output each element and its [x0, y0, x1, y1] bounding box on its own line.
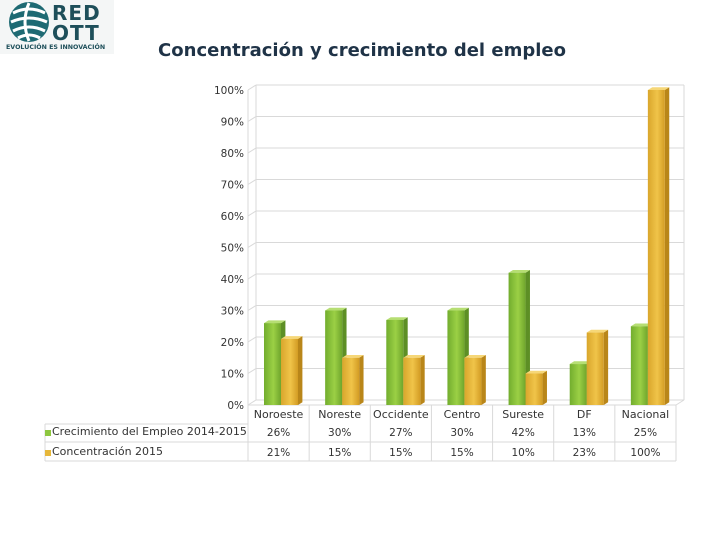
legend-key-crecimiento	[45, 430, 51, 436]
bar-top-crecimiento	[508, 269, 530, 273]
side-grid-line	[247, 147, 257, 154]
bar-top-crecimiento	[264, 320, 286, 324]
bar-crecimiento	[508, 272, 526, 405]
table-value-crecimiento: 26%	[267, 427, 290, 439]
bar-crecimiento	[447, 310, 465, 405]
table-value-crecimiento: 30%	[328, 427, 351, 439]
bar-top-concentracion	[342, 355, 364, 358]
side-grid-line	[247, 305, 257, 311]
side-grid-line	[247, 84, 257, 91]
chart-title: Concentración y crecimiento del empleo	[158, 40, 566, 61]
side-grid-line	[247, 210, 257, 217]
y-tick-label: 40%	[221, 274, 244, 286]
side-grid-line	[247, 242, 257, 248]
table-value-concentracion: 21%	[267, 447, 290, 459]
category-label: Centro	[444, 408, 481, 421]
category-label: DF	[577, 408, 592, 421]
logo-word-red: RED	[52, 1, 101, 25]
bar-crecimiento	[630, 326, 648, 405]
table-value-crecimiento: 13%	[573, 427, 596, 439]
y-tick-label: 30%	[221, 306, 244, 318]
table-value-crecimiento: 25%	[634, 427, 657, 439]
bar-side-concentracion	[542, 370, 547, 405]
y-tick-label: 100%	[214, 85, 244, 97]
bar-concentracion	[464, 357, 482, 405]
y-tick-label: 20%	[221, 337, 244, 349]
bar-crecimiento	[386, 319, 404, 405]
table-value-concentracion: 10%	[511, 447, 534, 459]
category-label: Noroeste	[254, 408, 304, 421]
bar-crecimiento	[569, 364, 587, 405]
y-tick-label: 70%	[221, 180, 244, 192]
bar-top-crecimiento	[386, 317, 408, 320]
table-value-crecimiento: 42%	[511, 427, 534, 439]
bar-concentracion	[281, 338, 298, 405]
bar-side-concentracion	[420, 355, 425, 405]
bar-top-crecimiento	[630, 323, 653, 327]
side-grid-line	[247, 179, 257, 185]
y-tick-label: 90%	[221, 117, 244, 129]
legend-label-crecimiento: Crecimiento del Empleo 2014-2015	[52, 425, 247, 438]
bar-concentracion	[586, 332, 604, 405]
bar-side-concentracion	[603, 329, 609, 405]
bar-top-crecimiento	[325, 307, 347, 311]
bar-top-concentracion	[281, 336, 303, 339]
table-value-crecimiento: 30%	[450, 427, 473, 439]
bar-top-concentracion	[647, 87, 670, 90]
logo-word-ott: OTT	[52, 21, 100, 45]
bar-top-concentracion	[586, 329, 609, 333]
bar-side-concentracion	[298, 336, 303, 405]
table-value-crecimiento: 27%	[389, 427, 412, 439]
y-tick-label: 50%	[221, 243, 244, 255]
category-label: Sureste	[502, 408, 544, 421]
category-label: Occidente	[373, 408, 429, 421]
floor-side-edge	[675, 399, 685, 406]
y-tick-label: 80%	[221, 148, 244, 160]
bar-top-crecimiento	[447, 307, 469, 311]
logo-tagline: EVOLUCIÓN ES INNOVACIÓN	[6, 44, 106, 51]
side-grid-line	[247, 273, 257, 280]
bar-top-concentracion	[525, 370, 547, 374]
logo-mark-icon	[9, 2, 49, 42]
table-value-concentracion: 100%	[630, 447, 660, 459]
bar-concentracion	[342, 357, 360, 405]
y-tick-label: 0%	[227, 400, 244, 412]
bar-crecimiento	[325, 310, 343, 405]
bar-top-crecimiento	[569, 361, 592, 365]
side-grid-line	[247, 336, 257, 343]
legend-label-concentracion: Concentración 2015	[52, 445, 164, 458]
bar-side-concentracion	[481, 355, 486, 405]
table-value-concentracion: 23%	[573, 447, 596, 459]
table-value-concentracion: 15%	[389, 447, 412, 459]
logo: RED OTT EVOLUCIÓN ES INNOVACIÓN	[0, 0, 114, 54]
bar-side-concentracion	[664, 87, 670, 405]
bar-top-concentracion	[464, 355, 486, 358]
side-grid-line	[247, 116, 257, 122]
bar-concentracion	[647, 90, 665, 405]
bar-crecimiento	[264, 323, 281, 405]
legend-key-concentracion	[45, 450, 51, 456]
bar-side-crecimiento	[525, 269, 530, 405]
category-label: Nacional	[622, 408, 670, 421]
y-tick-label: 60%	[221, 211, 244, 223]
bar-concentracion	[525, 373, 543, 405]
side-grid-line	[247, 399, 257, 406]
bar-side-concentracion	[359, 355, 364, 405]
bar-concentracion	[403, 357, 421, 405]
side-grid-line	[247, 368, 257, 374]
table-value-concentracion: 15%	[450, 447, 473, 459]
table-value-concentracion: 15%	[328, 447, 351, 459]
y-tick-label: 10%	[221, 369, 244, 381]
bar-top-concentracion	[403, 355, 425, 358]
category-label: Noreste	[318, 408, 361, 421]
